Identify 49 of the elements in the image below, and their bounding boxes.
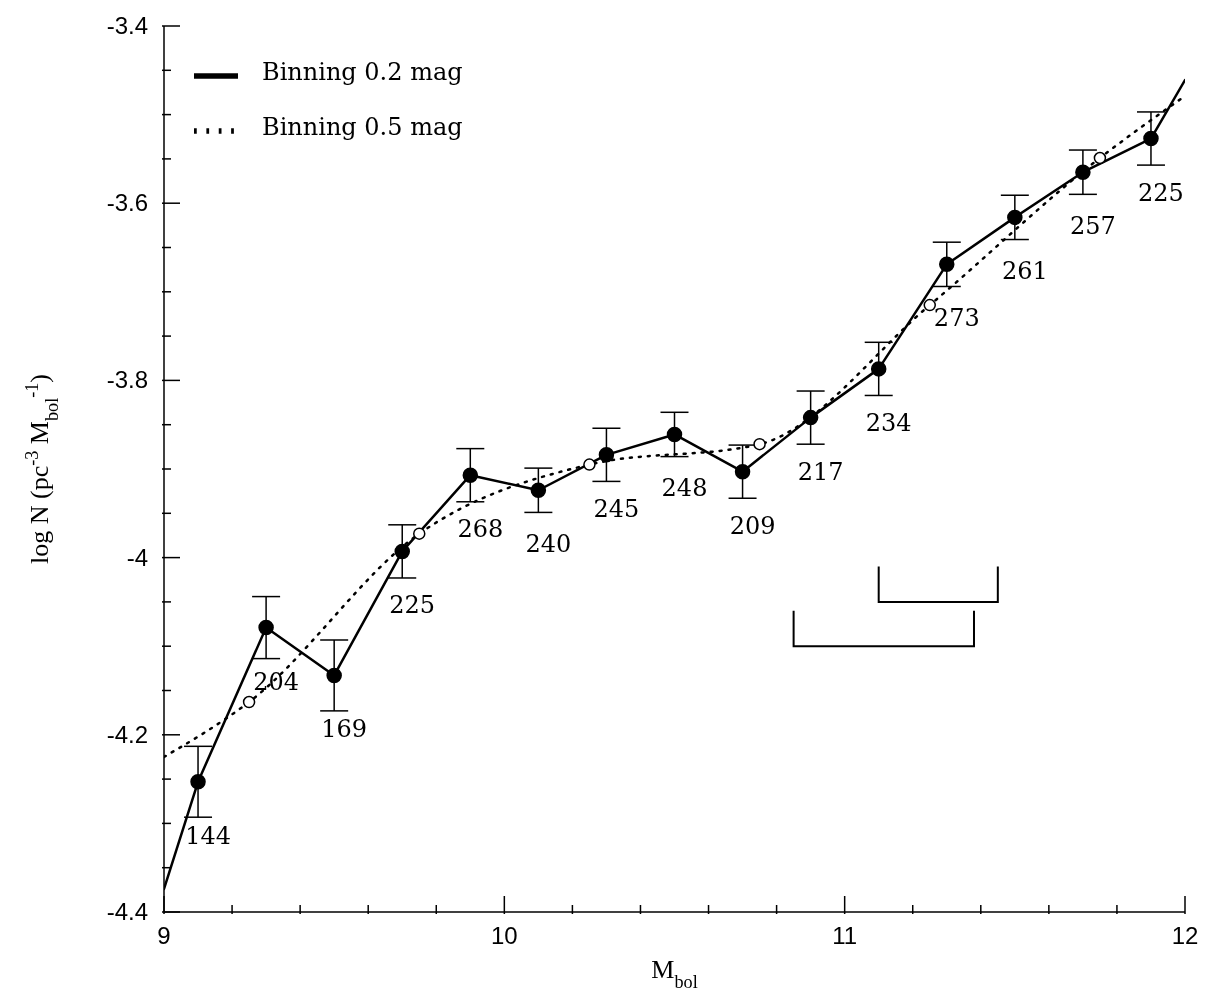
point [923,298,936,312]
point [870,361,887,377]
annotation: 273 [933,304,980,333]
point [1075,164,1091,180]
legend-label: Binning 0.2 mag [262,58,463,86]
point [530,482,547,499]
y-tick-label: -3.8 [106,366,148,394]
annotation: 240 [525,530,572,559]
point [394,543,410,560]
point [583,458,596,471]
x-tick-label: 10 [490,922,518,949]
x-tick-label: 9 [157,922,171,949]
point [753,437,766,451]
annotation: 169 [321,715,368,744]
y-tick-label: -3.6 [106,189,148,217]
y-tick-label: -4 [126,543,148,571]
point [462,467,479,483]
point [1093,151,1107,165]
annotation: 225 [389,591,436,620]
y-tick-label: -4.4 [106,898,148,925]
annotation: 261 [1001,257,1048,286]
legend-label: Binning 0.5 mag [262,113,463,141]
annotation: 234 [865,408,912,437]
point [939,256,955,273]
annotation: 217 [797,457,844,486]
annotation: 209 [729,511,776,540]
y-tick-label: -3.4 [106,12,148,39]
point [734,463,751,480]
x-axis-title: M$_{bol}$ [651,955,698,992]
point [1143,130,1159,147]
point [258,619,274,636]
x-tick-label: 12 [1171,922,1199,949]
point [598,447,615,463]
x-tick-label: 11 [832,922,858,949]
annotation: 248 [661,474,708,503]
annotation: 268 [457,515,504,544]
annotation: 257 [1069,212,1116,241]
point [413,527,426,540]
point [326,667,342,684]
point [1007,209,1023,226]
point [666,426,683,443]
annotation: 245 [593,494,640,523]
annotation: 225 [1138,178,1184,207]
point [190,774,206,790]
annotation: 204 [253,667,300,696]
point [242,695,256,709]
y-tick-label: -4.2 [106,720,148,748]
point [802,409,819,426]
annotation: 144 [185,821,231,850]
